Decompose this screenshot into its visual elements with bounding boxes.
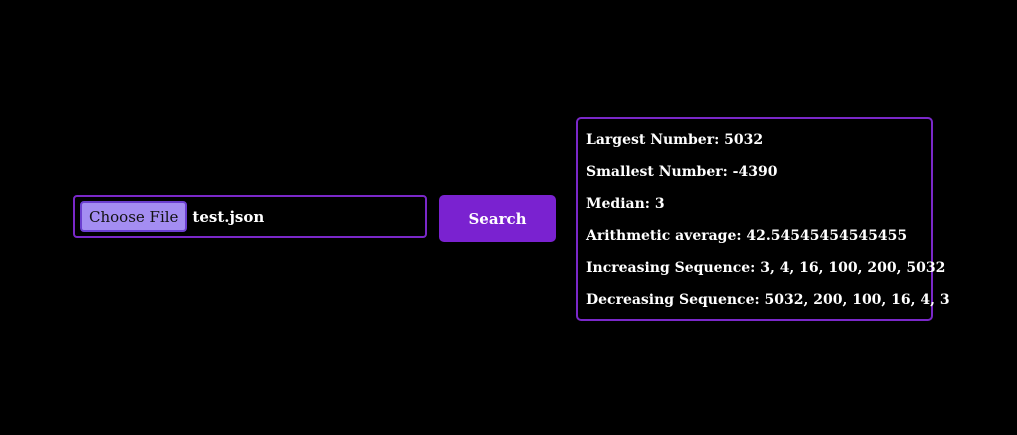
result-increasing-sequence: Increasing Sequence: 3, 4, 16, 100, 200,… [586, 257, 945, 289]
file-input[interactable]: Choose File test.json [73, 195, 427, 238]
result-label: Increasing Sequence: [586, 260, 761, 276]
result-decreasing-sequence: Decreasing Sequence: 5032, 200, 100, 16,… [586, 289, 950, 321]
result-value: 5032, 200, 100, 16, 4, 3 [764, 292, 950, 308]
result-value: 3 [654, 196, 665, 212]
result-label: Smallest Number: [586, 164, 733, 180]
choose-file-button[interactable]: Choose File [80, 201, 188, 232]
result-arithmetic-average: Arithmetic average: 42.54545454545455 [586, 225, 923, 257]
result-label: Decreasing Sequence: [586, 292, 765, 308]
result-value: 3, 4, 16, 100, 200, 5032 [760, 260, 946, 276]
result-median: Median: 3 [586, 193, 923, 225]
search-button[interactable]: Search [439, 195, 556, 242]
result-label: Median: [586, 196, 655, 212]
result-label: Arithmetic average: [586, 228, 747, 244]
result-value: 5032 [724, 132, 764, 148]
result-label: Largest Number: [586, 132, 725, 148]
results-panel: Largest Number: 5032 Smallest Number: -4… [576, 117, 950, 321]
result-largest-number: Largest Number: 5032 [586, 129, 923, 161]
result-value: 42.54545454545455 [746, 228, 908, 244]
result-value: -4390 [732, 164, 778, 180]
search-button-label: Search [468, 209, 527, 228]
choose-file-label: Choose File [89, 207, 179, 226]
selected-file-name: test.json [192, 207, 265, 226]
result-smallest-number: Smallest Number: -4390 [586, 161, 923, 193]
